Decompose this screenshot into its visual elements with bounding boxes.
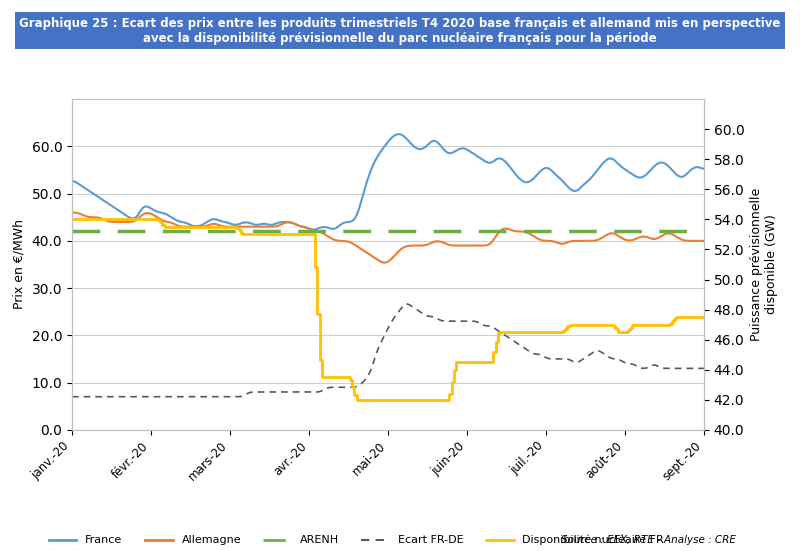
Y-axis label: Prix en €/MWh: Prix en €/MWh (13, 219, 26, 310)
Legend: France, Allemagne, ARENH, Ecart FR-DE, Disponibilité nucléaire FR: France, Allemagne, ARENH, Ecart FR-DE, D… (44, 531, 669, 550)
Y-axis label: Puissance prévisionnelle
disponible (GW): Puissance prévisionnelle disponible (GW) (750, 188, 778, 341)
Text: Graphique 25 : Ecart des prix entre les produits trimestriels T4 2020 base franç: Graphique 25 : Ecart des prix entre les … (19, 17, 781, 45)
Text: Source : EEX, RTE - Analyse : CRE: Source : EEX, RTE - Analyse : CRE (561, 536, 736, 545)
